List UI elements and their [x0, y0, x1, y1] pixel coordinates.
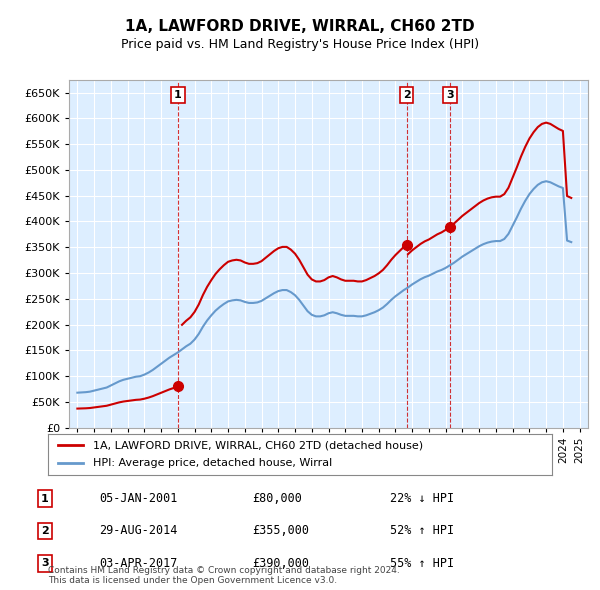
Text: 1A, LAWFORD DRIVE, WIRRAL, CH60 2TD (detached house): 1A, LAWFORD DRIVE, WIRRAL, CH60 2TD (det… [94, 440, 424, 450]
Text: 03-APR-2017: 03-APR-2017 [99, 557, 178, 570]
Text: 2: 2 [403, 90, 410, 100]
Text: Price paid vs. HM Land Registry's House Price Index (HPI): Price paid vs. HM Land Registry's House … [121, 38, 479, 51]
Text: 3: 3 [41, 559, 49, 568]
Text: £355,000: £355,000 [252, 525, 309, 537]
Text: 29-AUG-2014: 29-AUG-2014 [99, 525, 178, 537]
Text: 1: 1 [41, 494, 49, 503]
Text: 55% ↑ HPI: 55% ↑ HPI [390, 557, 454, 570]
Text: 05-JAN-2001: 05-JAN-2001 [99, 492, 178, 505]
Text: £80,000: £80,000 [252, 492, 302, 505]
Text: 1: 1 [174, 90, 182, 100]
Text: 2: 2 [41, 526, 49, 536]
Text: 3: 3 [446, 90, 454, 100]
Text: HPI: Average price, detached house, Wirral: HPI: Average price, detached house, Wirr… [94, 458, 332, 468]
Text: 1A, LAWFORD DRIVE, WIRRAL, CH60 2TD: 1A, LAWFORD DRIVE, WIRRAL, CH60 2TD [125, 19, 475, 34]
Text: 22% ↓ HPI: 22% ↓ HPI [390, 492, 454, 505]
Text: 52% ↑ HPI: 52% ↑ HPI [390, 525, 454, 537]
Text: Contains HM Land Registry data © Crown copyright and database right 2024.
This d: Contains HM Land Registry data © Crown c… [48, 566, 400, 585]
Text: £390,000: £390,000 [252, 557, 309, 570]
